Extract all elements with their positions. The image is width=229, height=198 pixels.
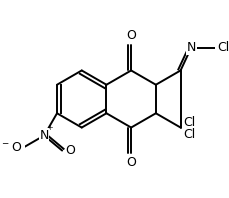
Text: $^+$: $^+$ [46,125,54,135]
Text: O: O [65,144,74,157]
Text: Cl: Cl [182,116,194,129]
Text: N: N [39,129,49,142]
Text: Cl: Cl [182,128,194,141]
Text: $^-$O: $^-$O [0,141,22,154]
Text: Cl: Cl [217,41,229,54]
Text: O: O [126,29,136,42]
Text: N: N [186,41,195,54]
Text: O: O [126,156,136,169]
